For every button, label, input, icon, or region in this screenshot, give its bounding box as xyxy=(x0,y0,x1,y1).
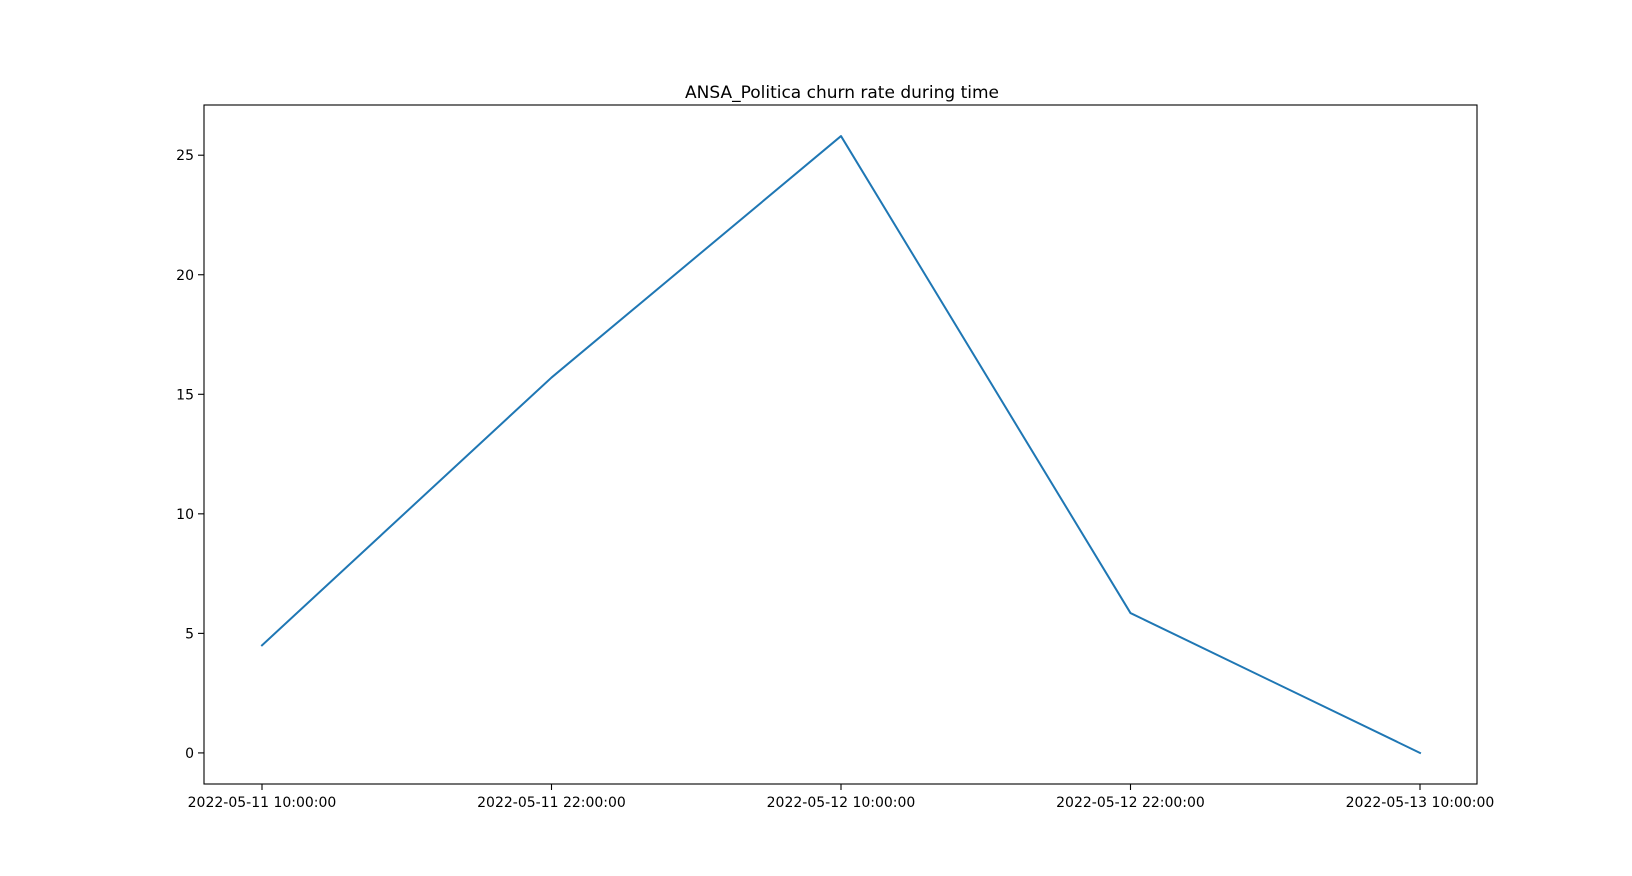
x-tick-label: 2022-05-13 10:00:00 xyxy=(1346,795,1495,811)
y-tick-label: 20 xyxy=(176,268,194,284)
y-tick-label: 25 xyxy=(176,148,194,164)
plot-area-frame xyxy=(203,104,1478,785)
series-line-0 xyxy=(260,135,1422,755)
x-tick-label: 2022-05-12 22:00:00 xyxy=(1056,795,1205,811)
y-tick-label: 5 xyxy=(185,626,194,642)
y-axis: 0 5 10 15 20 25 xyxy=(176,148,204,762)
x-tick-label: 2022-05-11 22:00:00 xyxy=(477,795,626,811)
chart-title: ANSA_Politica churn rate during time xyxy=(685,83,999,103)
x-tick-label: 2022-05-11 10:00:00 xyxy=(188,795,337,811)
y-tick-label: 0 xyxy=(185,746,194,762)
y-tick-label: 10 xyxy=(176,507,194,523)
x-tick-label: 2022-05-12 10:00:00 xyxy=(767,795,916,811)
y-tick-label: 15 xyxy=(176,387,194,403)
x-axis: 2022-05-11 10:00:00 2022-05-11 22:00:00 20… xyxy=(188,784,1495,811)
series-layer xyxy=(260,135,1422,755)
